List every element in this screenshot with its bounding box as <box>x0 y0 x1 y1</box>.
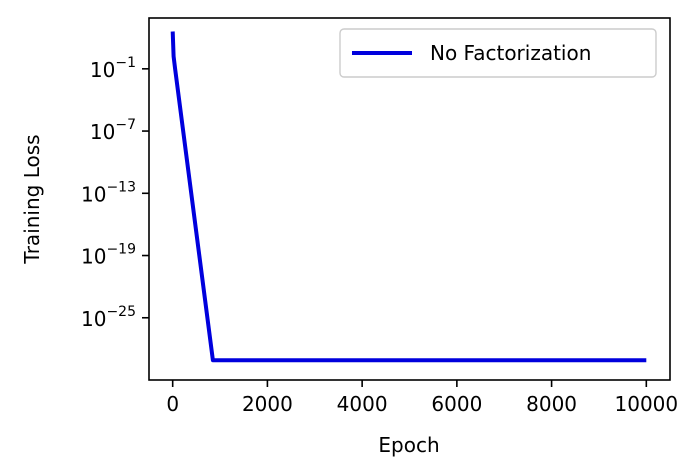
plot-area <box>149 18 670 380</box>
x-axis: 0 2000 4000 6000 8000 10000 <box>166 380 678 416</box>
plot-frame <box>148 17 671 381</box>
y-tick-label: 10−25 <box>81 304 136 331</box>
series-line-0 <box>170 31 647 363</box>
x-tick-label: 2000 <box>242 392 293 416</box>
x-tick-label: 8000 <box>526 392 577 416</box>
x-tick-label: 0 <box>166 392 179 416</box>
legend: No Factorization <box>339 28 657 78</box>
y-axis: 10−1 10−7 10−13 10−19 10−25 <box>81 55 149 331</box>
series-layer <box>170 31 647 363</box>
x-tick-label: 4000 <box>337 392 388 416</box>
legend-entry-label: No Factorization <box>430 41 591 65</box>
y-tick-label: 10−7 <box>90 117 136 144</box>
y-tick-label: 10−19 <box>81 242 136 269</box>
y-tick-label: 10−13 <box>81 179 136 206</box>
x-axis-label: Epoch <box>378 433 439 457</box>
legend-box <box>339 28 657 78</box>
x-tick-label: 6000 <box>431 392 482 416</box>
y-tick-label: 10−1 <box>90 55 136 82</box>
x-tick-label: 10000 <box>615 392 679 416</box>
y-axis-label: Training Loss <box>20 134 44 264</box>
